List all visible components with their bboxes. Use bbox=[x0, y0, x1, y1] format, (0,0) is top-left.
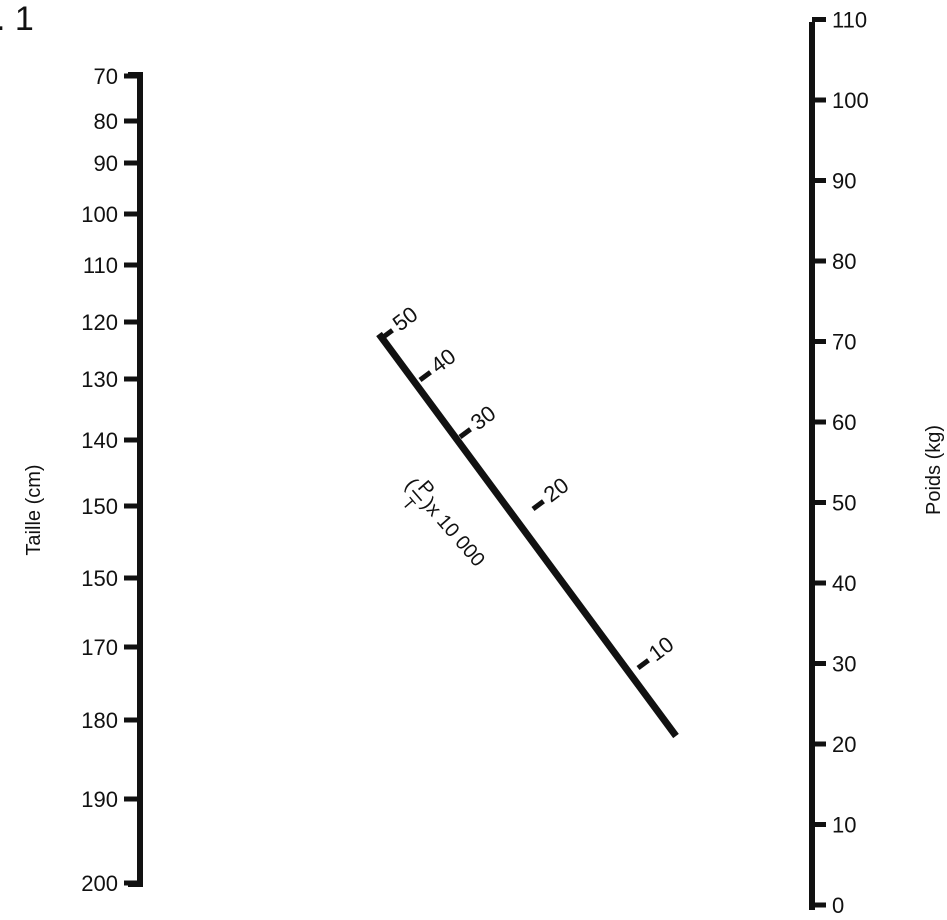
ratio-scale-title: ( P T )x 10 000 bbox=[399, 474, 489, 571]
weight-tick-label: 100 bbox=[832, 88, 869, 113]
height-tick-label: 70 bbox=[94, 64, 118, 89]
weight-tick-label: 60 bbox=[832, 410, 856, 435]
weight-tick-label: 80 bbox=[832, 249, 856, 274]
weight-tick-label: 0 bbox=[832, 893, 844, 918]
height-tick-label: 150 bbox=[81, 566, 118, 591]
ratio-tick-label: 50 bbox=[388, 301, 423, 336]
height-tick-label: 130 bbox=[81, 367, 118, 392]
height-tick-label: 140 bbox=[81, 428, 118, 453]
height-tick-label: 110 bbox=[83, 253, 118, 278]
weight-tick-label: 50 bbox=[832, 491, 856, 516]
ratio-tick bbox=[380, 328, 394, 341]
height-tick-label: 190 bbox=[81, 787, 118, 812]
height-tick-label: 120 bbox=[81, 310, 118, 335]
weight-tick-label: 40 bbox=[832, 571, 856, 596]
ratio-tick-label: 30 bbox=[466, 400, 501, 435]
height-tick-label: 170 bbox=[81, 635, 118, 660]
height-tick-label: 200 bbox=[81, 871, 118, 896]
height-scale: 70 80 90 100 110 120 130 140 150 150 170 180 190 200 bbox=[81, 64, 143, 896]
ratio-title-denominator: T bbox=[399, 495, 418, 514]
weight-tick-label: 20 bbox=[832, 732, 856, 757]
ratio-tick bbox=[636, 658, 650, 671]
height-scale-title: Taille (cm) bbox=[23, 464, 45, 555]
ratio-tick bbox=[531, 499, 545, 512]
height-tick-label: 90 bbox=[94, 151, 118, 176]
ratio-tick-label: 20 bbox=[539, 472, 574, 507]
weight-tick-label: 10 bbox=[832, 813, 856, 838]
weight-tick-label: 110 bbox=[832, 8, 867, 33]
ratio-tick-label: 40 bbox=[426, 343, 461, 378]
weight-tick-label: 90 bbox=[832, 169, 856, 194]
height-tick-label: 150 bbox=[81, 494, 118, 519]
ratio-title-suffix: )x 10 000 bbox=[418, 494, 489, 571]
weight-tick-label: 70 bbox=[832, 330, 856, 355]
ratio-axis-line bbox=[376, 331, 679, 739]
weight-scale-title: Poids (kg) bbox=[923, 425, 945, 515]
ratio-tick bbox=[458, 427, 472, 440]
ratio-tick bbox=[418, 370, 432, 383]
ratio-tick-label: 10 bbox=[644, 631, 679, 666]
figure-label: . 1 bbox=[0, 0, 34, 38]
ratio-title-fraction-bar bbox=[411, 489, 423, 502]
height-tick-label: 80 bbox=[94, 109, 118, 134]
height-tick-label: 100 bbox=[81, 202, 118, 227]
height-tick-label: 180 bbox=[81, 708, 118, 733]
weight-tick-label: 30 bbox=[832, 652, 856, 677]
